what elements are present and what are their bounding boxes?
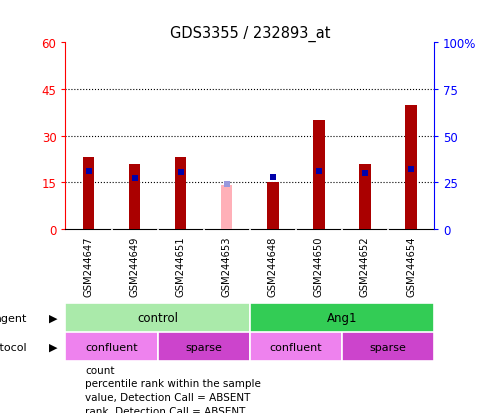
Bar — [83, 158, 94, 229]
Bar — [157, 332, 249, 361]
Text: ▶: ▶ — [49, 342, 58, 352]
Text: value, Detection Call = ABSENT: value, Detection Call = ABSENT — [85, 392, 250, 402]
Text: GSM244652: GSM244652 — [359, 236, 369, 297]
Text: control: control — [137, 311, 178, 325]
Text: GSM244654: GSM244654 — [405, 236, 415, 297]
Text: GSM244647: GSM244647 — [83, 236, 93, 297]
Text: count: count — [85, 365, 114, 375]
Bar — [359, 164, 370, 229]
Text: ▶: ▶ — [49, 313, 58, 323]
Title: GDS3355 / 232893_at: GDS3355 / 232893_at — [169, 26, 329, 42]
Bar — [341, 332, 433, 361]
Bar — [221, 186, 232, 229]
Bar — [175, 158, 186, 229]
Text: confluent: confluent — [269, 342, 321, 352]
Bar — [313, 121, 324, 229]
Bar — [65, 332, 157, 361]
Bar — [65, 304, 249, 332]
Bar — [249, 332, 341, 361]
Text: confluent: confluent — [85, 342, 137, 352]
Text: Ang1: Ang1 — [326, 311, 356, 325]
Text: GSM244648: GSM244648 — [267, 236, 277, 297]
Text: agent: agent — [0, 313, 27, 323]
Text: rank, Detection Call = ABSENT: rank, Detection Call = ABSENT — [85, 406, 245, 413]
Text: GSM244653: GSM244653 — [221, 236, 231, 297]
Bar — [129, 164, 140, 229]
Text: sparse: sparse — [185, 342, 222, 352]
Text: sparse: sparse — [369, 342, 406, 352]
Bar — [249, 304, 433, 332]
Bar — [405, 105, 416, 229]
Text: GSM244649: GSM244649 — [129, 236, 139, 297]
Text: GSM244650: GSM244650 — [313, 236, 323, 297]
Text: percentile rank within the sample: percentile rank within the sample — [85, 378, 260, 388]
Bar — [267, 183, 278, 229]
Text: growth protocol: growth protocol — [0, 342, 27, 352]
Text: GSM244651: GSM244651 — [175, 236, 185, 297]
